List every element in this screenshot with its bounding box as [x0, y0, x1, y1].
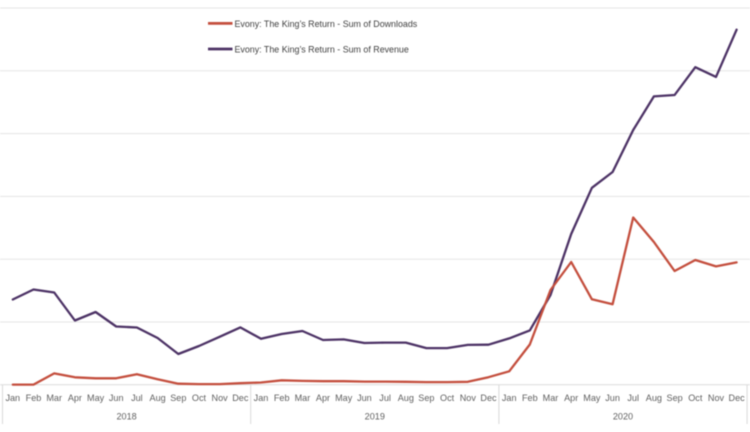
svg-text:Nov: Nov	[212, 393, 229, 403]
svg-text:Sep: Sep	[667, 393, 683, 403]
svg-text:2018: 2018	[116, 412, 136, 422]
svg-text:Sep: Sep	[418, 393, 434, 403]
svg-text:Dec: Dec	[232, 393, 249, 403]
svg-text:Mar: Mar	[543, 393, 559, 403]
svg-text:Jan: Jan	[254, 393, 269, 403]
svg-text:Apr: Apr	[68, 393, 82, 403]
svg-text:Aug: Aug	[150, 393, 166, 403]
svg-text:2019: 2019	[365, 412, 385, 422]
svg-text:Evony: The King’s Return - Sum: Evony: The King’s Return - Sum of Revenu…	[235, 45, 409, 55]
svg-text:Jan: Jan	[5, 393, 20, 403]
svg-text:Apr: Apr	[316, 393, 330, 403]
svg-text:May: May	[583, 393, 601, 403]
svg-text:Jun: Jun	[109, 393, 124, 403]
svg-text:Aug: Aug	[646, 393, 662, 403]
svg-text:Oct: Oct	[440, 393, 455, 403]
svg-text:Jul: Jul	[131, 393, 143, 403]
svg-text:Apr: Apr	[564, 393, 578, 403]
svg-text:Jun: Jun	[357, 393, 372, 403]
svg-text:Aug: Aug	[398, 393, 414, 403]
svg-text:May: May	[87, 393, 105, 403]
svg-text:Mar: Mar	[46, 393, 62, 403]
svg-text:Evony: The King’s Return - Sum: Evony: The King’s Return - Sum of Downlo…	[235, 19, 418, 29]
svg-text:Mar: Mar	[295, 393, 311, 403]
svg-text:Jun: Jun	[605, 393, 620, 403]
svg-text:Oct: Oct	[688, 393, 703, 403]
svg-text:Feb: Feb	[26, 393, 42, 403]
svg-text:Feb: Feb	[274, 393, 290, 403]
svg-text:Dec: Dec	[480, 393, 497, 403]
svg-text:Feb: Feb	[522, 393, 538, 403]
svg-text:Jan: Jan	[502, 393, 517, 403]
svg-text:May: May	[335, 393, 353, 403]
svg-text:2020: 2020	[613, 412, 633, 422]
svg-text:Jul: Jul	[379, 393, 391, 403]
svg-text:Jul: Jul	[627, 393, 639, 403]
svg-text:Oct: Oct	[192, 393, 207, 403]
svg-text:Nov: Nov	[708, 393, 725, 403]
svg-text:Sep: Sep	[170, 393, 186, 403]
svg-text:Dec: Dec	[729, 393, 746, 403]
svg-text:Nov: Nov	[460, 393, 477, 403]
